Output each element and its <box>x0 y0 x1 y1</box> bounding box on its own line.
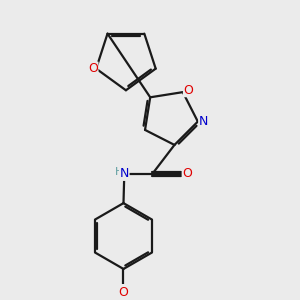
Text: N: N <box>120 167 129 180</box>
Text: H: H <box>115 167 123 177</box>
Text: O: O <box>118 286 128 299</box>
Text: O: O <box>88 62 98 75</box>
Text: N: N <box>199 115 208 128</box>
Text: O: O <box>184 84 194 97</box>
Text: O: O <box>182 167 192 180</box>
